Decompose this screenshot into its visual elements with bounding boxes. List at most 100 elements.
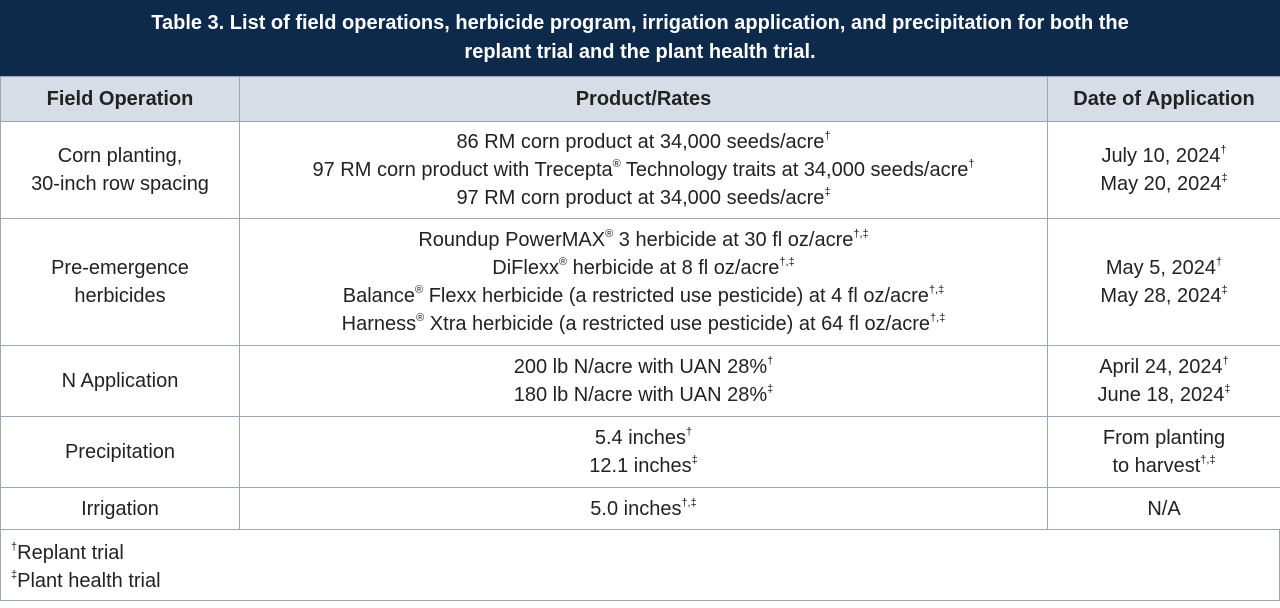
date-of-application-cell: July 10, 2024† May 20, 2024‡ (1048, 122, 1280, 219)
table-row: Precipitation 5.4 inches† 12.1 inches‡ From… (1, 417, 1280, 488)
product-rate-line: Balance® Flexx herbicide (a restricted u… (240, 282, 1047, 310)
field-operation-text: N Application (1, 367, 239, 395)
header-field-operation: Field Operation (1, 77, 240, 122)
table-title-line: replant trial and the plant health trial… (0, 38, 1280, 67)
product-text: 97 RM corn product with Trecepta (312, 159, 612, 181)
footnote-mark: † (11, 541, 17, 553)
product-rate-line: 86 RM corn product at 34,000 seeds/acre† (240, 128, 1047, 156)
trial-footnote-mark: ‡ (1222, 284, 1228, 296)
footnote-text: Replant trial (17, 542, 124, 564)
trial-footnote-mark: † (686, 426, 692, 438)
registered-mark: ® (605, 228, 613, 240)
field-operation-cell: N Application (1, 346, 240, 417)
field-operation-text: Pre-emergence (1, 254, 239, 282)
table-title-line: Table 3. List of field operations, herbi… (0, 9, 1280, 38)
product-rates-cell: 200 lb N/acre with UAN 28%† 180 lb N/acre… (240, 346, 1048, 417)
trial-footnote-mark: † (968, 158, 974, 170)
product-rate-line: DiFlexx® herbicide at 8 fl oz/acre†,‡ (240, 254, 1047, 282)
date-line: June 18, 2024‡ (1048, 381, 1280, 409)
product-rates-cell: 5.4 inches† 12.1 inches‡ (240, 417, 1048, 488)
trial-footnote-mark: ‡ (767, 383, 773, 395)
date-text: April 24, 2024 (1099, 356, 1222, 378)
date-line: July 10, 2024† (1048, 142, 1280, 170)
product-rate-line: 12.1 inches‡ (240, 452, 1047, 480)
trial-footnote-mark: † (1216, 256, 1222, 268)
footnote-item: †Replant trial (11, 539, 1279, 567)
date-of-application-cell: April 24, 2024† June 18, 2024‡ (1048, 346, 1280, 417)
date-of-application-cell: May 5, 2024† May 28, 2024‡ (1048, 219, 1280, 346)
product-rate-line: 97 RM corn product at 34,000 seeds/acre‡ (240, 184, 1047, 212)
registered-mark: ® (415, 284, 423, 296)
product-rate-line: Roundup PowerMAX® 3 herbicide at 30 fl o… (240, 226, 1047, 254)
header-row: Field Operation Product/Rates Date of Ap… (1, 77, 1280, 122)
field-operation-cell: Precipitation (1, 417, 240, 488)
product-text: 3 herbicide at 30 fl oz/acre (613, 229, 853, 251)
date-of-application-cell: From planting to harvest†,‡ (1048, 417, 1280, 488)
product-rate-line: 5.0 inches†,‡ (240, 495, 1047, 523)
product-text: Flexx herbicide (a restricted use pestic… (423, 285, 929, 307)
field-operation-text: Corn planting, (1, 142, 239, 170)
trial-footnote-mark: † (824, 130, 830, 142)
product-rate-line: 200 lb N/acre with UAN 28%† (240, 353, 1047, 381)
date-text: July 10, 2024 (1101, 145, 1220, 167)
trial-footnote-mark: †,‡ (853, 228, 868, 240)
product-text: 97 RM corn product at 34,000 seeds/acre (456, 187, 824, 209)
table-row: Irrigation 5.0 inches†,‡ N/A (1, 488, 1280, 530)
footnote-mark: ‡ (11, 569, 17, 581)
operations-table: Field Operation Product/Rates Date of Ap… (0, 76, 1280, 530)
date-text: May 20, 2024 (1100, 173, 1221, 195)
date-text: May 5, 2024 (1106, 257, 1216, 279)
product-rate-line: Harness® Xtra herbicide (a restricted us… (240, 310, 1047, 338)
product-text: 86 RM corn product at 34,000 seeds/acre (456, 131, 824, 153)
product-text: Harness (342, 313, 416, 335)
registered-mark: ® (416, 312, 424, 324)
table-row: Pre-emergence herbicides Roundup PowerMAX®… (1, 219, 1280, 346)
registered-mark: ® (613, 158, 621, 170)
date-text: to harvest (1112, 455, 1200, 477)
table-row: N Application 200 lb N/acre with UAN 28%†… (1, 346, 1280, 417)
trial-footnote-mark: †,‡ (681, 497, 696, 509)
field-operation-text: 30-inch row spacing (1, 170, 239, 198)
product-text: herbicide at 8 fl oz/acre (567, 257, 779, 279)
date-of-application-cell: N/A (1048, 488, 1280, 530)
product-rate-line: 97 RM corn product with Trecepta® Techno… (240, 156, 1047, 184)
field-operation-text: Irrigation (1, 495, 239, 523)
table-row: Corn planting, 30-inch row spacing 86 RM c… (1, 122, 1280, 219)
product-rates-cell: 5.0 inches†,‡ (240, 488, 1048, 530)
trial-footnote-mark: † (1223, 355, 1229, 367)
date-text: June 18, 2024 (1098, 384, 1225, 406)
product-text: 200 lb N/acre with UAN 28% (514, 356, 767, 378)
footnotes: †Replant trial ‡Plant health trial (0, 529, 1280, 601)
trial-footnote-mark: ‡ (824, 186, 830, 198)
field-operation-text: herbicides (1, 282, 239, 310)
trial-footnote-mark: †,‡ (1200, 454, 1215, 466)
trial-footnote-mark: † (1220, 144, 1226, 156)
product-text: 5.4 inches (595, 427, 686, 449)
trial-footnote-mark: †,‡ (930, 312, 945, 324)
product-rates-cell: Roundup PowerMAX® 3 herbicide at 30 fl o… (240, 219, 1048, 346)
trial-footnote-mark: † (767, 355, 773, 367)
header-product-rates: Product/Rates (240, 77, 1048, 122)
field-operation-cell: Pre-emergence herbicides (1, 219, 240, 346)
product-text: 12.1 inches (589, 455, 691, 477)
date-line: May 5, 2024† (1048, 254, 1280, 282)
field-operation-cell: Irrigation (1, 488, 240, 530)
product-rate-line: 5.4 inches† (240, 424, 1047, 452)
date-line: to harvest†,‡ (1048, 452, 1280, 480)
trial-footnote-mark: ‡ (1224, 383, 1230, 395)
trial-footnote-mark: †,‡ (929, 284, 944, 296)
product-text: 180 lb N/acre with UAN 28% (514, 384, 767, 406)
date-text: N/A (1147, 498, 1180, 520)
product-text: Roundup PowerMAX (418, 229, 605, 251)
product-text: DiFlexx (492, 257, 559, 279)
field-operation-text: Precipitation (1, 438, 239, 466)
date-line: May 28, 2024‡ (1048, 282, 1280, 310)
product-rates-cell: 86 RM corn product at 34,000 seeds/acre†… (240, 122, 1048, 219)
date-text: May 28, 2024 (1100, 285, 1221, 307)
product-text: Technology traits at 34,000 seeds/acre (621, 159, 969, 181)
product-text: Balance (343, 285, 415, 307)
date-line: N/A (1048, 495, 1280, 523)
date-text: From planting (1103, 427, 1225, 449)
date-line: April 24, 2024† (1048, 353, 1280, 381)
